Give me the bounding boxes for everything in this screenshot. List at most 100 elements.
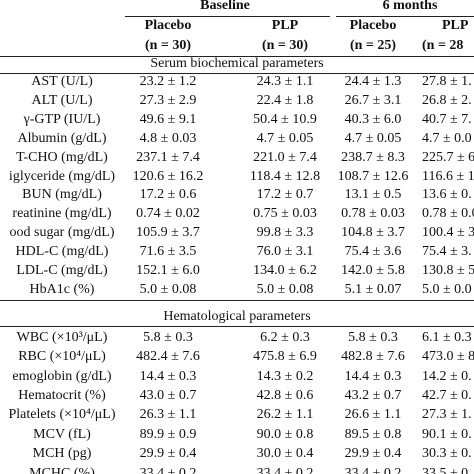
cell-value: 40.7 ± 7.: [422, 111, 472, 127]
cell-value: 89.5 ± 0.8: [344, 426, 402, 442]
group-header: 6 months: [382, 0, 438, 13]
row-label: ALT (U/L): [31, 92, 93, 108]
rule: [0, 73, 474, 74]
cell-value: 5.1 ± 0.07: [344, 281, 402, 297]
cell-value: 142.0 ± 5.8: [341, 263, 405, 278]
cell-value: 26.2 ± 1.1: [256, 407, 314, 423]
cell-value: 75.4 ± 3.: [422, 244, 472, 260]
cell-value: 0.78 ± 0.0: [422, 206, 474, 222]
rule: [125, 16, 330, 17]
rule: [336, 16, 474, 17]
row-label: emoglobin (g/dL): [12, 368, 112, 384]
cell-value: 30.0 ± 0.4: [256, 446, 314, 462]
column-header: (n = 30): [261, 38, 309, 53]
column-header: Placebo: [349, 18, 397, 33]
section-title: Serum biochemical parameters: [150, 56, 324, 71]
row-label: MCHC (%): [29, 465, 95, 474]
row-label: reatinine (mg/dL): [12, 206, 112, 222]
row-label: γ-GTP (IU/L): [23, 111, 101, 127]
cell-value: 104.8 ± 3.7: [341, 225, 405, 241]
cell-value: 14.4 ± 0.3: [344, 368, 402, 384]
row-label: RBC (×10⁴/μL): [18, 349, 106, 365]
row-label: iglyceride (mg/dL): [8, 168, 116, 184]
cell-value: 17.2 ± 0.7: [256, 187, 314, 203]
cell-value: 4.8 ± 0.03: [139, 130, 197, 146]
cell-value: 29.9 ± 0.4: [139, 446, 197, 462]
cell-value: 23.2 ± 1.2: [139, 74, 197, 89]
cell-value: 152.1 ± 6.0: [136, 263, 200, 278]
cell-value: 475.8 ± 6.9: [253, 349, 317, 365]
rule: [0, 299, 474, 301]
cell-value: 26.6 ± 1.1: [344, 407, 402, 423]
row-label: ood sugar (mg/dL): [9, 225, 115, 241]
cell-value: 5.8 ± 0.3: [348, 329, 398, 345]
row-label: HbA1c (%): [29, 281, 95, 297]
row-label: Albumin (g/dL): [17, 130, 107, 146]
cell-value: 27.8 ± 1.: [422, 74, 472, 89]
cell-value: 90.0 ± 0.8: [256, 426, 314, 442]
cell-value: 5.0 ± 0.0: [422, 281, 472, 297]
cell-value: 4.7 ± 0.0: [422, 130, 472, 146]
cell-value: 26.3 ± 1.1: [139, 407, 197, 423]
cell-value: 75.4 ± 3.6: [344, 244, 402, 260]
section-title: Hematological parameters: [163, 308, 311, 324]
cell-value: 130.8 ± 5: [422, 263, 474, 278]
cell-value: 116.6 ± 13: [422, 168, 474, 184]
cell-value: 90.1 ± 0.: [422, 426, 472, 442]
row-label: AST (U/L): [31, 74, 93, 89]
row-label: MCV (fL): [33, 426, 91, 442]
row-label: MCH (pg): [32, 446, 92, 462]
column-header: PLP: [442, 18, 469, 33]
cell-value: 13.1 ± 0.5: [344, 187, 402, 203]
cell-value: 0.78 ± 0.03: [341, 206, 405, 222]
cell-value: 134.0 ± 6.2: [253, 263, 317, 278]
row-label: Hematocrit (%): [18, 388, 106, 403]
cell-value: 6.1 ± 0.3: [422, 329, 472, 345]
cell-value: 33.4 ± 0.2: [256, 465, 314, 474]
cell-value: 27.3 ± 1.: [422, 407, 472, 423]
cell-value: 50.4 ± 10.9: [253, 111, 317, 127]
column-header: (n = 30): [144, 38, 192, 53]
rule: [0, 56, 474, 57]
cell-value: 24.4 ± 1.3: [344, 74, 402, 89]
cell-value: 33.5 ± 0.: [422, 465, 472, 474]
row-label: T-CHO (mg/dL): [16, 149, 108, 165]
cell-value: 4.7 ± 0.05: [344, 130, 402, 146]
cell-value: 473.0 ± 8: [422, 349, 474, 365]
cell-value: 17.2 ± 0.6: [139, 187, 197, 203]
cell-value: 14.3 ± 0.2: [256, 368, 314, 384]
cell-value: 105.9 ± 3.7: [136, 225, 200, 241]
cell-value: 40.3 ± 6.0: [344, 111, 402, 127]
cell-value: 26.7 ± 3.1: [344, 92, 402, 108]
row-label: BUN (mg/dL): [22, 187, 102, 203]
cell-value: 29.9 ± 0.4: [344, 446, 402, 462]
cell-value: 76.0 ± 3.1: [256, 244, 314, 260]
cell-value: 4.7 ± 0.05: [256, 130, 314, 146]
cell-value: 482.4 ± 7.6: [136, 349, 200, 365]
cell-value: 99.8 ± 3.3: [256, 225, 314, 241]
cell-value: 237.1 ± 7.4: [136, 149, 200, 165]
cell-value: 43.0 ± 0.7: [139, 388, 197, 403]
cell-value: 33.4 ± 0.2: [139, 465, 197, 474]
row-label: WBC (×10³/μL): [16, 329, 108, 345]
cell-value: 14.4 ± 0.3: [139, 368, 197, 384]
cell-value: 14.2 ± 0.: [422, 368, 472, 384]
cell-value: 221.0 ± 7.4: [253, 149, 317, 165]
cell-value: 89.9 ± 0.9: [139, 426, 197, 442]
cell-value: 5.0 ± 0.08: [139, 281, 197, 297]
cell-value: 5.0 ± 0.08: [256, 281, 314, 297]
cell-value: 5.8 ± 0.3: [143, 329, 193, 345]
cell-value: 6.2 ± 0.3: [260, 329, 310, 345]
cell-value: 49.6 ± 9.1: [139, 111, 197, 127]
row-label: LDL-C (mg/dL): [16, 263, 108, 278]
cell-value: 26.8 ± 2.: [422, 92, 472, 108]
cell-value: 33.4 ± 0.2: [344, 465, 402, 474]
cell-value: 22.4 ± 1.8: [256, 92, 314, 108]
column-header: PLP: [271, 18, 299, 33]
cell-value: 100.4 ± 3: [422, 225, 474, 241]
cell-value: 42.8 ± 0.6: [256, 388, 314, 403]
column-header: (n = 25): [349, 38, 397, 53]
cell-value: 13.6 ± 0.: [422, 187, 472, 203]
column-header: Placebo: [144, 18, 192, 33]
